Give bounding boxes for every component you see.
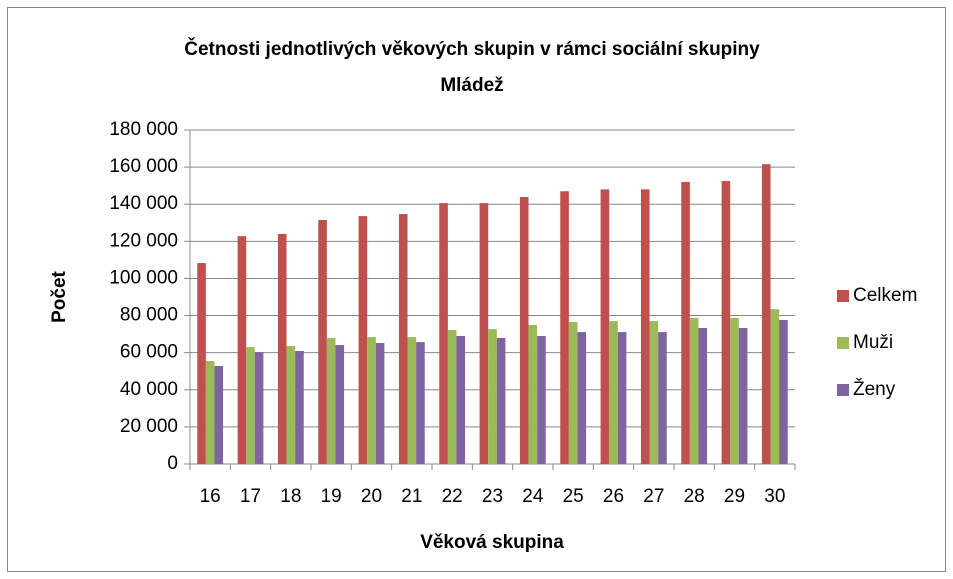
legend-label: Celkem bbox=[853, 285, 917, 306]
chart-frame bbox=[7, 7, 946, 572]
bar bbox=[447, 330, 457, 464]
bar bbox=[761, 164, 771, 465]
bar bbox=[214, 366, 224, 464]
y-tick-label: 100 000 bbox=[109, 267, 178, 288]
chart-title: Mládež bbox=[440, 75, 503, 96]
bar bbox=[286, 345, 296, 464]
x-tick-label: 26 bbox=[603, 486, 624, 507]
bar bbox=[738, 327, 748, 464]
bar bbox=[730, 317, 739, 464]
legend-swatch bbox=[837, 384, 849, 396]
bar bbox=[698, 327, 708, 464]
x-tick-label: 28 bbox=[684, 486, 705, 507]
chart-title: Četnosti jednotlivých věkových skupin v … bbox=[184, 38, 760, 60]
bar bbox=[237, 236, 247, 464]
legend-label: Ženy bbox=[853, 378, 896, 400]
legend-swatch bbox=[837, 337, 849, 349]
bar bbox=[689, 317, 699, 464]
x-tick-label: 16 bbox=[200, 486, 221, 507]
y-tick-label: 160 000 bbox=[109, 156, 178, 177]
bar bbox=[721, 181, 731, 464]
y-tick-label: 20 000 bbox=[120, 416, 178, 437]
y-axis-label: Počet bbox=[49, 270, 70, 322]
y-tick-label: 80 000 bbox=[120, 305, 178, 326]
x-tick-label: 30 bbox=[764, 486, 785, 507]
x-tick-label: 20 bbox=[361, 486, 382, 507]
y-tick-label: 120 000 bbox=[109, 230, 178, 251]
bar bbox=[407, 337, 417, 464]
x-tick-label: 17 bbox=[240, 486, 261, 507]
x-tick-label: 25 bbox=[563, 486, 584, 507]
bar bbox=[358, 216, 368, 464]
bar bbox=[375, 343, 385, 464]
bar bbox=[600, 189, 610, 464]
bar bbox=[367, 337, 376, 464]
bar bbox=[416, 342, 425, 464]
bar bbox=[318, 219, 327, 464]
y-tick-label: 0 bbox=[167, 453, 178, 474]
bar bbox=[295, 350, 304, 464]
bar bbox=[560, 191, 569, 464]
bar bbox=[609, 321, 618, 464]
bar bbox=[537, 335, 546, 464]
bar bbox=[658, 332, 667, 464]
bar bbox=[254, 352, 264, 464]
legend-swatch bbox=[837, 290, 849, 302]
bar bbox=[779, 320, 788, 464]
bar bbox=[577, 332, 587, 464]
bar bbox=[640, 189, 650, 464]
bar bbox=[617, 332, 627, 464]
bar bbox=[439, 203, 448, 464]
bar bbox=[488, 329, 497, 464]
bar bbox=[335, 345, 345, 464]
bar bbox=[205, 361, 215, 464]
bar bbox=[568, 322, 578, 464]
y-tick-label: 60 000 bbox=[120, 342, 178, 363]
bar bbox=[246, 347, 255, 464]
bar bbox=[456, 335, 466, 464]
bar bbox=[681, 181, 690, 464]
bar bbox=[479, 203, 489, 464]
x-tick-label: 18 bbox=[280, 486, 301, 507]
bar bbox=[398, 214, 408, 464]
bar bbox=[519, 196, 529, 465]
bar bbox=[528, 325, 538, 464]
x-tick-label: 19 bbox=[321, 486, 342, 507]
x-tick-label: 23 bbox=[482, 486, 503, 507]
x-tick-label: 22 bbox=[442, 486, 463, 507]
bar bbox=[496, 338, 506, 464]
x-tick-label: 29 bbox=[724, 486, 745, 507]
y-tick-label: 180 000 bbox=[109, 119, 178, 140]
x-tick-label: 24 bbox=[522, 486, 544, 507]
bar bbox=[326, 338, 336, 464]
x-axis-label: Věková skupina bbox=[420, 532, 564, 553]
bar bbox=[649, 321, 659, 464]
bar bbox=[197, 263, 206, 464]
x-tick-label: 21 bbox=[401, 486, 422, 507]
bar bbox=[770, 309, 780, 464]
y-tick-label: 140 000 bbox=[109, 193, 178, 214]
legend-label: Muži bbox=[853, 332, 893, 353]
y-tick-label: 40 000 bbox=[120, 379, 178, 400]
x-tick-label: 27 bbox=[643, 486, 664, 507]
bar bbox=[277, 233, 287, 464]
